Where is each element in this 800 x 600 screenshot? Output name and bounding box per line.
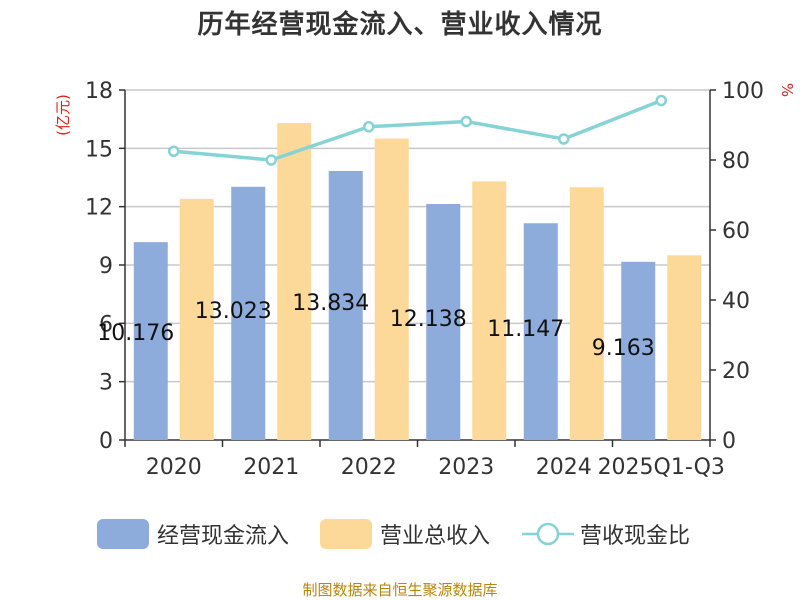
bar-cash-inflow — [133, 242, 168, 440]
bar-cash-inflow — [231, 186, 266, 440]
bar-revenue — [569, 187, 604, 440]
data-label-cash-inflow: 12.138 — [390, 307, 467, 332]
legend-swatch-revenue — [320, 519, 372, 549]
point-ratio — [363, 121, 375, 133]
line-ratio — [173, 98, 662, 162]
y-left-tick-label: 15 — [85, 137, 113, 162]
point-ratio — [558, 133, 570, 145]
bar-cash-inflow — [328, 171, 363, 440]
point-ratio — [265, 154, 277, 166]
y-left-tick-label: 3 — [99, 371, 113, 396]
bar-revenue — [277, 123, 312, 441]
y-right-tick-label: 0 — [722, 429, 736, 454]
bar-cash-inflow — [621, 261, 656, 440]
y-right-tick-label: 100 — [722, 79, 764, 104]
bar-cash-inflow — [426, 203, 461, 440]
data-label-cash-inflow: 10.176 — [97, 321, 174, 346]
data-label-cash-inflow: 13.023 — [195, 299, 272, 324]
x-tick-label: 2023 — [438, 455, 494, 480]
legend-label-ratio: 营收现金比 — [580, 524, 691, 549]
bar-revenue — [667, 255, 702, 440]
y-right-tick-label: 80 — [722, 149, 750, 174]
y-left-tick-label: 6 — [99, 312, 113, 337]
y-left-tick-label: 0 — [99, 429, 113, 454]
bar-revenue — [472, 181, 507, 440]
y-left-tick-label: 18 — [85, 79, 113, 104]
data-label-cash-inflow: 13.834 — [292, 291, 369, 316]
data-label-cash-inflow: 9.163 — [592, 336, 655, 361]
source-note: 制图数据来自恒生聚源数据库 — [302, 581, 498, 599]
point-ratio — [460, 115, 472, 128]
data-label-cash-inflow: 11.147 — [487, 317, 564, 342]
legend-item-cash-inflow[interactable]: 经营现金流入 — [97, 518, 289, 550]
bar-cash-inflow — [523, 223, 558, 440]
y-right-axis-label: % — [778, 83, 796, 97]
legend-item-ratio[interactable]: 营收现金比 — [522, 518, 690, 550]
y-left-tick-label: 9 — [99, 254, 113, 279]
x-tick-label: 2020 — [146, 455, 202, 480]
x-tick-label: 2024 — [536, 455, 592, 480]
chart-title: 历年经营现金流入、营业收入情况 — [197, 10, 603, 40]
y-right-tick-label: 40 — [722, 289, 750, 314]
y-right-tick-label: 20 — [722, 359, 750, 384]
point-ratio — [168, 145, 180, 157]
legend-swatch-cash-inflow — [97, 519, 149, 549]
bar-revenue — [179, 198, 214, 440]
legend-line-marker-icon — [522, 522, 574, 546]
y-left-tick-label: 12 — [85, 196, 113, 221]
y-left-axis-label: (亿元) — [54, 94, 72, 136]
x-tick-label: 2025Q1-Q3 — [598, 455, 725, 480]
legend-item-revenue[interactable]: 营业总收入 — [320, 518, 490, 550]
legend-label-cash-inflow: 经营现金流入 — [157, 524, 290, 549]
y-right-tick-label: 60 — [722, 219, 750, 244]
x-tick-label: 2022 — [341, 455, 397, 480]
point-ratio — [655, 94, 667, 107]
legend-label-revenue: 营业总收入 — [380, 524, 491, 549]
bar-revenue — [374, 138, 409, 440]
x-tick-label: 2021 — [243, 455, 299, 480]
